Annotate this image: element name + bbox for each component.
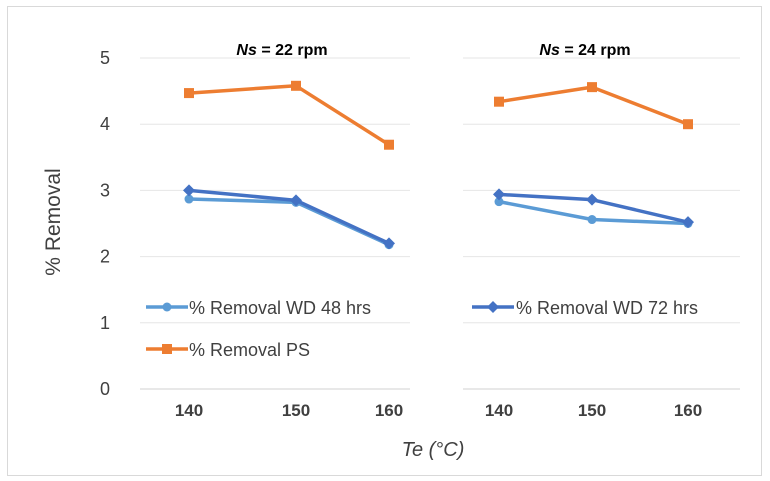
data-point-square	[384, 139, 394, 150]
data-point-diamond	[183, 184, 195, 197]
diamond-marker-icon	[487, 301, 499, 313]
x-tick-label: 160	[375, 401, 403, 420]
data-point-circle	[494, 197, 504, 207]
panel-title-value: = 22 rpm	[257, 42, 328, 59]
y-tick-label: 2	[100, 247, 110, 267]
panel-title-value: = 24 rpm	[560, 42, 631, 59]
y-tick-label: 3	[100, 180, 110, 200]
y-tick-label: 5	[100, 48, 110, 68]
panel-title: Ns = 24 rpm	[539, 42, 630, 59]
gridlines	[140, 57, 740, 390]
data-point-square	[683, 119, 693, 130]
square-marker-icon	[162, 344, 172, 354]
legend-item-wd72: % Removal WD 72 hrs	[472, 298, 698, 318]
data-point-square	[184, 88, 194, 99]
x-axis-label: Te (°C)	[402, 439, 465, 461]
legend-item-ps: % Removal PS	[146, 340, 310, 360]
series-lines	[183, 80, 694, 250]
data-point-circle	[587, 215, 597, 225]
data-point-square	[291, 80, 301, 91]
series-line	[188, 84, 390, 147]
x-tick-label: 140	[175, 401, 203, 420]
panel-title: Ns = 22 rpm	[236, 42, 327, 59]
data-point-diamond	[383, 237, 395, 250]
y-tick-label: 0	[100, 379, 110, 399]
data-point-diamond	[586, 193, 598, 206]
series-line	[498, 85, 689, 126]
circle-marker-icon	[162, 302, 172, 312]
legend-label-wd48: % Removal WD 48 hrs	[189, 298, 371, 318]
series-line	[188, 197, 390, 247]
y-axis-label: % Removal	[42, 168, 65, 275]
x-tick-label: 150	[282, 401, 310, 420]
y-tick-labels: 0 1 2 3 4 5	[100, 48, 110, 399]
panel-title-variable: Ns	[236, 42, 257, 59]
data-point-square	[587, 82, 597, 93]
legend: % Removal WD 48 hrs % Removal WD 72 hrs …	[146, 298, 698, 360]
legend-label-wd72: % Removal WD 72 hrs	[516, 298, 698, 318]
panel-titles: Ns = 22 rpm Ns = 24 rpm	[236, 42, 630, 59]
y-tick-label: 1	[100, 313, 110, 333]
x-tick-label: 140	[485, 401, 513, 420]
x-tick-labels: 140 150 160 140 150 160	[175, 401, 702, 420]
data-point-diamond	[682, 216, 694, 229]
legend-label-ps: % Removal PS	[189, 340, 310, 360]
data-point-square	[494, 96, 504, 107]
data-point-circle	[184, 194, 194, 204]
data-point-diamond	[290, 194, 302, 207]
y-tick-label: 4	[100, 114, 110, 134]
data-point-diamond	[493, 188, 505, 201]
x-tick-label: 160	[674, 401, 702, 420]
x-tick-label: 150	[578, 401, 606, 420]
legend-item-wd48: % Removal WD 48 hrs	[146, 298, 371, 318]
panel-title-variable: Ns	[539, 42, 560, 59]
